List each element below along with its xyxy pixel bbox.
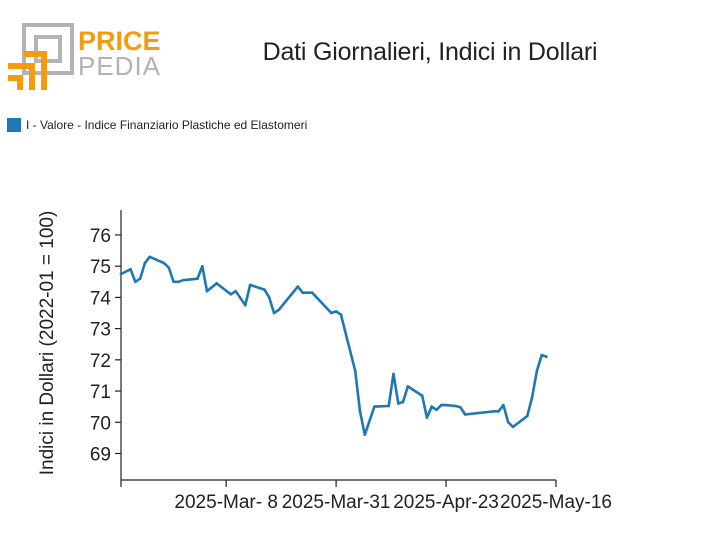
data-point [353, 369, 357, 373]
data-point [373, 405, 376, 408]
data-point [244, 303, 247, 307]
data-point [167, 266, 171, 270]
series-line [119, 255, 548, 436]
y-axis-title: Indici in Dollari (2022-01 = 100) [37, 211, 58, 476]
data-point [296, 285, 300, 288]
chart-title: Dati Giornalieri, Indici in Dollari [262, 38, 598, 66]
data-point [248, 283, 252, 287]
legend: I - Valore - Indice Finanziario Plastich… [7, 118, 307, 132]
y-tick-label: 69 [90, 444, 111, 465]
data-point [511, 425, 515, 429]
data-point [205, 289, 209, 293]
data-point [526, 414, 529, 418]
x-tick-label: 2025-May-16 [500, 492, 612, 513]
data-point [181, 278, 185, 282]
data-point [196, 277, 199, 281]
y-tick-label: 75 [90, 257, 111, 278]
data-point [162, 261, 166, 265]
logo-mark: PRICE PEDIA [8, 23, 161, 90]
y-tick-label: 70 [90, 413, 111, 434]
data-point [138, 277, 142, 281]
data-point [277, 308, 281, 312]
data-point [430, 405, 434, 408]
data-point [134, 280, 137, 284]
data-point [215, 282, 218, 285]
data-point [263, 288, 266, 291]
data-point [143, 261, 147, 265]
logo-brand-bottom: PEDIA [78, 51, 161, 81]
data-point [358, 410, 362, 413]
data-point [229, 293, 233, 296]
y-tick-label: 74 [90, 288, 112, 309]
logo-brand-top: PRICE [78, 26, 161, 56]
data-point [330, 311, 333, 315]
data-point [497, 410, 500, 413]
pricepedia-logo: PRICE PEDIA [8, 22, 168, 92]
data-point [502, 403, 505, 407]
data-point [454, 404, 457, 408]
data-point [339, 313, 343, 316]
x-tick-label: 2025-Mar- 8 [174, 492, 278, 513]
y-tick-label: 76 [90, 226, 111, 247]
data-point [392, 372, 395, 376]
data-point [363, 433, 367, 437]
y-tick-label: 72 [90, 351, 111, 372]
data-point [463, 413, 467, 416]
data-point [387, 404, 391, 408]
data-point [272, 311, 276, 315]
data-point [334, 310, 338, 313]
data-point [129, 268, 132, 271]
data-point [401, 400, 405, 404]
chart-marks [119, 255, 548, 437]
data-point [234, 289, 237, 293]
data-point [440, 403, 443, 407]
data-point [459, 406, 462, 409]
data-point [406, 385, 410, 388]
data-point [148, 255, 151, 259]
data-point [425, 416, 429, 419]
legend-swatch [7, 118, 21, 132]
data-point [119, 272, 123, 276]
x-tick-label: 2025-Apr-23 [393, 492, 499, 513]
data-point [267, 296, 271, 299]
y-tick-label: 73 [90, 320, 111, 341]
y-tick-label: 71 [90, 382, 111, 403]
data-point [177, 280, 180, 284]
data-point [530, 396, 534, 399]
data-point [444, 403, 448, 407]
data-point [310, 291, 314, 295]
data-point [201, 264, 204, 268]
data-point [535, 369, 539, 373]
x-tick-label: 2025-Mar-31 [282, 492, 391, 513]
data-point [172, 280, 175, 284]
data-point [492, 410, 496, 413]
data-point [397, 402, 400, 405]
data-point [506, 421, 510, 424]
legend-label: I - Valore - Indice Finanziario Plastich… [26, 118, 308, 132]
data-point [540, 353, 543, 357]
data-point [545, 355, 548, 359]
data-point [306, 291, 309, 295]
data-point [420, 394, 424, 398]
data-point [301, 291, 304, 295]
data-point [435, 408, 438, 412]
